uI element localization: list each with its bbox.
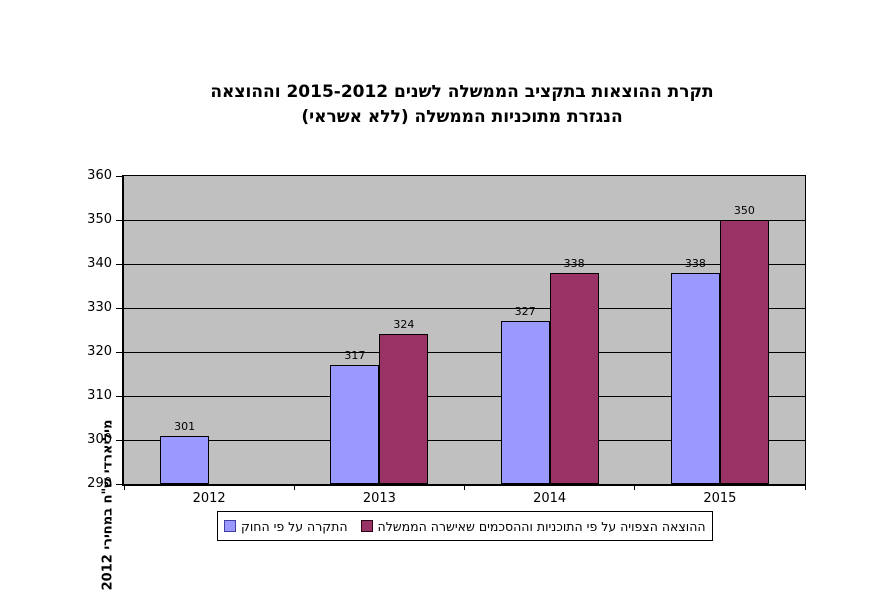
bar-value-label: 301 [174, 419, 196, 433]
x-tick-mark [293, 484, 295, 490]
bar-2012-series0 [160, 435, 210, 484]
y-tick-mark [116, 263, 122, 265]
x-tick-mark [464, 484, 465, 490]
y-tick-mark [116, 219, 122, 221]
y-tick-label: 320 [87, 344, 112, 359]
bar-2013-series0 [330, 365, 380, 484]
y-tick-label: 350 [87, 212, 112, 227]
bar-value-label: 317 [344, 349, 366, 363]
x-category-label: 2012 [192, 491, 226, 506]
y-tick-label: 330 [87, 300, 112, 315]
legend-label-series0: התקרה על פי החוק [241, 518, 348, 534]
bar-value-label: 338 [684, 256, 706, 270]
y-tick-mark [116, 307, 122, 309]
gridline [124, 219, 805, 221]
gridline [124, 351, 805, 353]
gridline [124, 263, 805, 265]
x-category-label: 2014 [533, 491, 567, 506]
bar-2013-series1 [379, 334, 429, 484]
bar-2015-series1 [719, 220, 769, 484]
chart-title-line2: הנגזרת מתוכניות הממשלה (ללא אשראי) [301, 107, 623, 127]
y-tick-mark [116, 395, 122, 397]
y-tick-label: 300 [87, 432, 112, 447]
x-tick-mark [804, 484, 806, 490]
legend-swatch-series1 [360, 520, 373, 532]
chart-title: תקרת ההוצאות בתקציב הממשלה לשנים 2015-20… [50, 80, 874, 130]
x-tick-mark [634, 484, 636, 490]
x-category-label: 2013 [362, 491, 396, 506]
gridline [124, 395, 805, 397]
y-tick-label: 290 [87, 476, 112, 491]
bar-value-label: 324 [393, 318, 415, 332]
bar-value-label: 350 [733, 204, 755, 217]
legend-label-series1: ההוצאה הצפויה על פי התוכניות וההסכמים שא… [377, 518, 706, 534]
chart-legend: התקרה על פי החוק ההוצאה הצפויה על פי התוכ… [217, 511, 713, 541]
bar-2014-series1 [549, 272, 599, 484]
bar-value-label: 327 [514, 305, 536, 319]
x-category-label: 2015 [703, 491, 737, 506]
chart-title-line1: תקרת ההוצאות בתקציב הממשלה לשנים 2015-20… [210, 82, 714, 102]
gridline [124, 307, 805, 309]
y-tick-mark [116, 483, 122, 485]
bar-value-label: 338 [563, 256, 585, 270]
y-tick-label: 340 [87, 256, 112, 271]
plot-area: מיליארדי ש"ח במחירי 2012 301 317 324 327 338… [87, 168, 806, 590]
legend-swatch-series0 [224, 520, 236, 532]
x-tick-mark [123, 484, 125, 490]
bar-2014-series0 [500, 321, 550, 484]
y-tick-mark [116, 175, 122, 177]
y-tick-mark [116, 351, 122, 353]
y-tick-label: 310 [87, 388, 112, 403]
y-tick-label: 360 [87, 168, 112, 183]
y-tick-mark [116, 439, 122, 441]
bar-2015-series0 [670, 272, 720, 484]
gridline [124, 439, 805, 441]
